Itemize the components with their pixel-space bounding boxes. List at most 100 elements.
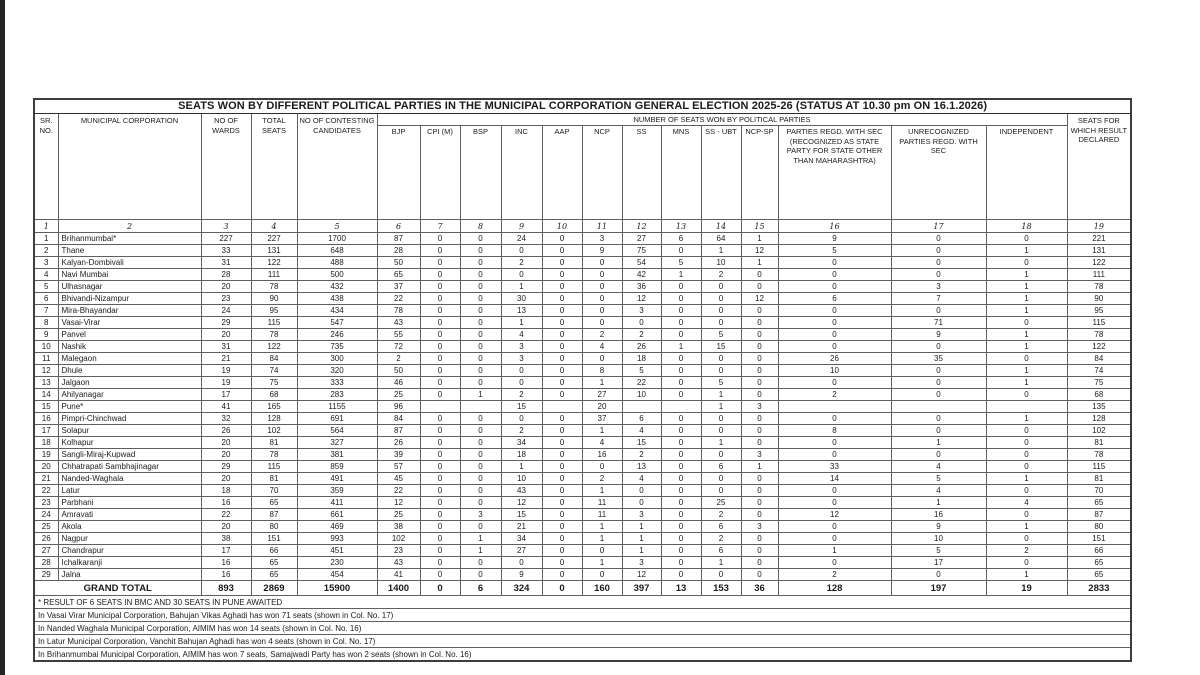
- table-cell: 55: [376, 328, 421, 341]
- table-cell: 4: [890, 460, 987, 473]
- table-cell: 29: [200, 460, 252, 473]
- table-cell: 41: [376, 568, 421, 581]
- table-cell: 84: [376, 412, 421, 425]
- municipal-name-cell: Pimpri-Chinchwad: [57, 412, 202, 425]
- col-header-aap: AAP: [541, 125, 583, 220]
- table-cell: 0: [419, 304, 461, 317]
- table-cell: 12: [621, 292, 662, 305]
- table-cell: 6: [700, 460, 742, 473]
- table-cell: 0: [890, 568, 987, 581]
- table-cell: 0: [541, 412, 583, 425]
- table-cell: 65: [1066, 568, 1132, 581]
- table-body: 1 Brihanmumbai* 227 227 1700 87 0 0 24 0 3 27 6 64 1 9 0…: [33, 232, 1132, 581]
- table-cell: 7: [890, 292, 987, 305]
- table-cell: 33: [777, 460, 892, 473]
- table-cell: 81: [1066, 472, 1132, 485]
- table-cell: 151: [250, 532, 298, 545]
- footnote-text: In Vasai Virar Municipal Corporation, Ba…: [33, 608, 1132, 622]
- column-number: 2: [57, 219, 202, 233]
- table-cell: 75: [621, 244, 662, 257]
- table-cell: [459, 400, 502, 413]
- table-cell: 0: [660, 532, 702, 545]
- table-cell: 5: [890, 472, 987, 485]
- table-cell: 25: [700, 496, 742, 509]
- table-cell: 547: [296, 316, 378, 329]
- column-number: 7: [419, 219, 461, 233]
- table-cell: 26: [621, 340, 662, 353]
- table-cell: 1: [660, 268, 702, 281]
- table-cell: 0: [500, 244, 543, 257]
- municipal-name-cell: Pune*: [57, 400, 202, 413]
- grand-total-cell: 128: [777, 580, 892, 596]
- table-cell: 12: [740, 292, 779, 305]
- table-row: 3 Kalyan-Dombivali 31 122 488 50 0 0 2 0 0 54 5 10 1 0 0…: [33, 256, 1132, 269]
- table-cell: 22: [200, 508, 252, 521]
- table-cell: 0: [541, 424, 583, 437]
- table-cell: 0: [459, 496, 502, 509]
- table-cell: 8: [33, 316, 59, 329]
- table-cell: 1: [581, 484, 623, 497]
- table-cell: 0: [419, 364, 461, 377]
- col-header-unrecognized-parties: UNRECOGNIZED PARTIES REGD. WITH SEC: [890, 125, 987, 220]
- footnote-text: In Brihanmumbai Municipal Corporation, A…: [33, 647, 1132, 662]
- table-cell: 87: [376, 424, 421, 437]
- table-cell: 0: [621, 496, 662, 509]
- table-cell: 2: [700, 532, 742, 545]
- table-cell: 1: [621, 532, 662, 545]
- table-cell: 27: [500, 544, 543, 557]
- table-cell: 78: [1066, 448, 1132, 461]
- table-cell: 0: [740, 424, 779, 437]
- table-cell: 27: [621, 232, 662, 245]
- table-cell: 0: [419, 568, 461, 581]
- table-cell: 20: [581, 400, 623, 413]
- table-cell: 37: [581, 412, 623, 425]
- table-cell: 0: [459, 520, 502, 533]
- column-number: 6: [376, 219, 421, 233]
- footnote-row: * RESULT OF 6 SEATS IN BMC AND 30 SEATS …: [33, 595, 1132, 609]
- table-cell: 0: [660, 424, 702, 437]
- table-cell: 993: [296, 532, 378, 545]
- table-cell: 491: [296, 472, 378, 485]
- table-cell: 0: [419, 544, 461, 557]
- table-cell: 0: [740, 364, 779, 377]
- table-cell: 81: [250, 436, 298, 449]
- table-cell: 9: [890, 520, 987, 533]
- table-cell: 0: [660, 412, 702, 425]
- table-cell: 0: [541, 232, 583, 245]
- table-cell: 28: [200, 268, 252, 281]
- table-cell: 151: [1066, 532, 1132, 545]
- table-cell: 2: [581, 472, 623, 485]
- table-cell: 0: [660, 472, 702, 485]
- table-cell: 0: [660, 436, 702, 449]
- table-row: 7 Mira-Bhayandar 24 95 434 78 0 0 13 0 0 3 0 0 0 0 0 1 95: [33, 304, 1132, 317]
- table-cell: 34: [500, 436, 543, 449]
- table-cell: 0: [419, 484, 461, 497]
- table-cell: 2: [985, 544, 1068, 557]
- table-cell: 3: [500, 340, 543, 353]
- table-cell: 102: [250, 424, 298, 437]
- table-cell: 3: [740, 400, 779, 413]
- table-cell: 12: [500, 496, 543, 509]
- grand-total-cell: 893: [200, 580, 252, 596]
- column-number: 4: [250, 219, 298, 233]
- table-cell: 68: [250, 388, 298, 401]
- table-cell: 0: [777, 316, 892, 329]
- table-row: 15 Pune* 41 165 1155 96 15 20 1 3 135: [33, 400, 1132, 413]
- table-cell: 78: [376, 304, 421, 317]
- table-cell: 0: [740, 556, 779, 569]
- table-cell: 0: [541, 484, 583, 497]
- table-cell: 16: [200, 496, 252, 509]
- table-row: 19 Sangli-Miraj-Kupwad 20 78 381 39 0 0 18 0 16 2 0 0…: [33, 448, 1132, 461]
- municipal-name-cell: Sangli-Miraj-Kupwad: [57, 448, 202, 461]
- table-cell: 1: [459, 388, 502, 401]
- table-cell: 70: [1066, 484, 1132, 497]
- table-cell: 74: [250, 364, 298, 377]
- table-cell: 18: [33, 436, 59, 449]
- table-cell: 12: [621, 568, 662, 581]
- table-cell: 0: [541, 460, 583, 473]
- table-cell: 70: [250, 484, 298, 497]
- table-cell: 438: [296, 292, 378, 305]
- table-cell: 691: [296, 412, 378, 425]
- table-cell: 23: [200, 292, 252, 305]
- table-cell: 0: [777, 340, 892, 353]
